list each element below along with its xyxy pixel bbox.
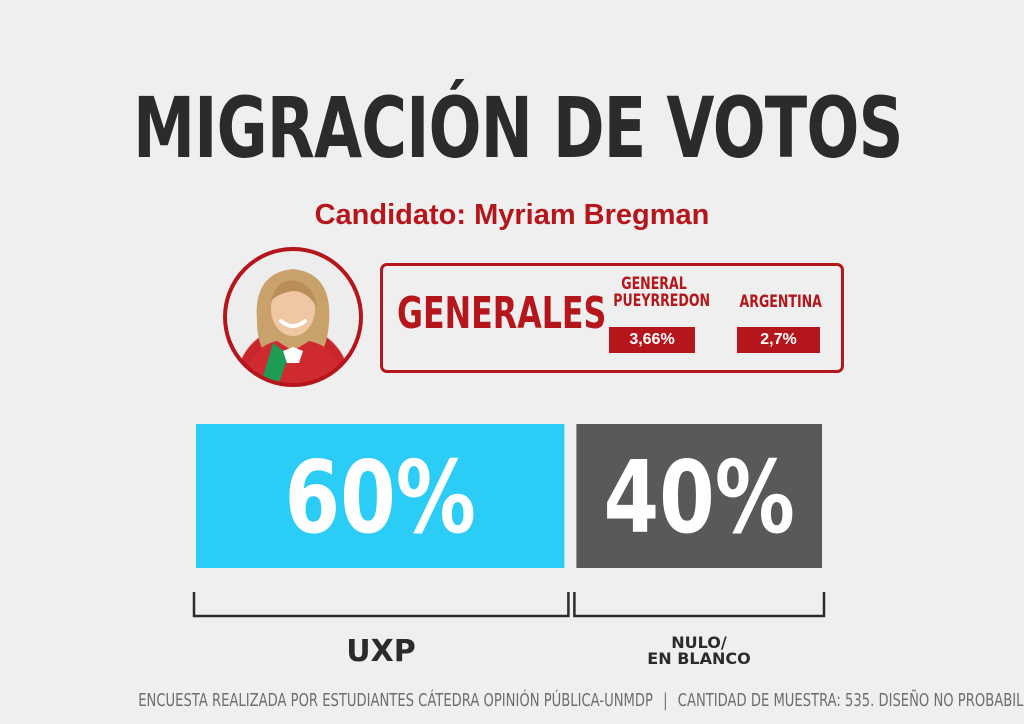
bar-value-label-nulo-en-blanco: 40% bbox=[603, 440, 794, 556]
footer-separator: | bbox=[663, 690, 668, 711]
footer-survey-source: ENCUESTA REALIZADA POR ESTUDIANTES CÁTED… bbox=[138, 690, 653, 711]
general-election-box: GENERALES GENERAL PUEYRREDON 3,66% ARGEN… bbox=[380, 263, 844, 373]
person-portrait-icon bbox=[245, 269, 343, 383]
bar-uxp bbox=[196, 424, 565, 568]
candidate-subtitle: Candidato: Myriam Bregman bbox=[314, 199, 710, 231]
bracket-nulo-en-blanco bbox=[573, 592, 826, 618]
footer-note: ENCUESTA REALIZADA POR ESTUDIANTES CÁTED… bbox=[138, 689, 1024, 713]
generales-label: GENERALES bbox=[397, 288, 607, 339]
bar-nulo-en-blanco bbox=[576, 424, 822, 568]
page-title: MIGRACIÓN DE VOTOS bbox=[133, 79, 903, 177]
category-label-nulo-en-blanco: NULO/ EN BLANCO bbox=[647, 633, 751, 668]
region-value-general-pueyrredon: 3,66% bbox=[609, 327, 695, 353]
category-label-uxp: UXP bbox=[346, 634, 416, 669]
region-name-general-pueyrredon: GENERAL PUEYRREDON bbox=[613, 274, 711, 311]
candidate-photo bbox=[223, 247, 363, 387]
region-name-argentina: ARGENTINA bbox=[739, 292, 822, 312]
region-value-argentina: 2,7% bbox=[737, 327, 820, 353]
footer-sample-info: CANTIDAD DE MUESTRA: 535. DISEÑO NO PROB… bbox=[677, 690, 1024, 711]
bracket-uxp bbox=[192, 592, 570, 618]
bar-value-label-uxp: 60% bbox=[284, 440, 475, 556]
